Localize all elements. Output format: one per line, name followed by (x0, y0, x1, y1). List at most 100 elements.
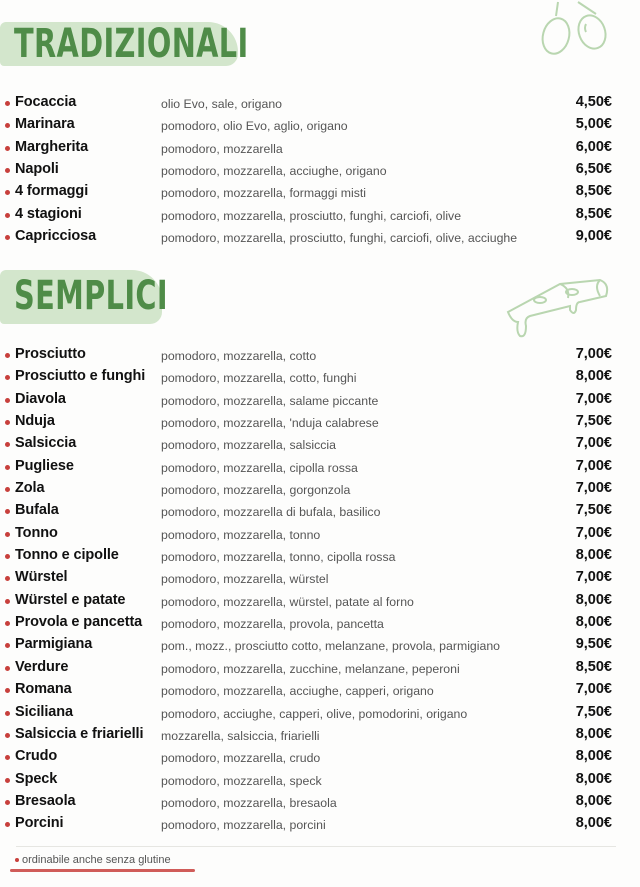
item-name: Pugliese (15, 457, 74, 474)
item-name: 4 stagioni (15, 205, 82, 222)
menu-item: Verdure pomodoro, mozzarella, zucchine, m… (0, 658, 640, 680)
bullet-icon (5, 123, 10, 129)
item-ingredients: pomodoro, olio Evo, aglio, origano (161, 119, 348, 134)
menu-list-semplici: Prosciutto pomodoro, mozzarella, cotto 7,0… (0, 345, 640, 837)
item-price: 8,00€ (575, 591, 612, 608)
section-title: SEMPLICI (14, 273, 168, 319)
menu-item: Marinara pomodoro, olio Evo, aglio, origa… (0, 115, 640, 137)
item-price: 8,50€ (575, 658, 612, 675)
item-price: 7,00€ (575, 569, 612, 586)
item-ingredients: pomodoro, mozzarella, crudo (161, 751, 321, 766)
item-ingredients: pomodoro, mozzarella, formaggi misti (161, 186, 367, 201)
item-price: 8,00€ (575, 725, 612, 742)
item-price: 8,00€ (575, 368, 612, 385)
menu-item: Prosciutto pomodoro, mozzarella, cotto 7,0… (0, 345, 640, 367)
item-name: Bresaola (15, 792, 76, 809)
menu-item: Focaccia olio Evo, sale, origano 4,50€ (0, 93, 640, 115)
item-ingredients: pom., mozz., prosciutto cotto, melanzane… (161, 639, 501, 654)
menu-item: Tonno pomodoro, mozzarella, tonno 7,00€ (0, 524, 640, 546)
bullet-icon (5, 145, 10, 151)
menu-item: Provola e pancetta pomodoro, mozzarella, … (0, 613, 640, 635)
item-ingredients: pomodoro, mozzarella, bresaola (161, 795, 337, 810)
item-ingredients: pomodoro, mozzarella, acciughe, capperi,… (161, 684, 434, 699)
item-ingredients: pomodoro, mozzarella, tonno, cipolla ros… (161, 550, 396, 565)
item-price: 9,50€ (575, 636, 612, 653)
bullet-icon (5, 487, 10, 493)
bullet-icon (5, 235, 10, 241)
bullet-icon (5, 397, 10, 403)
item-name: Diavola (15, 390, 66, 407)
section-title: TRADIZIONALI (14, 21, 249, 67)
item-ingredients: pomodoro, mozzarella, cipolla rossa (161, 460, 358, 475)
bullet-icon (5, 531, 10, 537)
bullet-icon (5, 212, 10, 218)
item-ingredients: pomodoro, mozzarella, cotto (161, 349, 317, 363)
item-name: Würstel (15, 569, 68, 586)
bullet-icon (5, 755, 10, 761)
item-price: 7,00€ (575, 435, 612, 452)
item-name: Tonno (15, 524, 58, 541)
item-price: 8,00€ (575, 547, 612, 564)
item-price: 7,50€ (575, 413, 612, 430)
item-ingredients: mozzarella, salsiccia, friarielli (161, 728, 320, 743)
bullet-icon (5, 353, 10, 358)
item-ingredients: pomodoro, mozzarella, acciughe, origano (161, 164, 387, 179)
menu-item: Nduja pomodoro, mozzarella, 'nduja calabr… (0, 412, 640, 434)
item-ingredients: pomodoro, mozzarella, cotto, funghi (161, 371, 357, 386)
item-name: Porcini (15, 815, 64, 832)
item-ingredients: pomodoro, mozzarella, zucchine, melanzan… (161, 661, 460, 676)
item-ingredients: pomodoro, mozzarella, porcini (161, 818, 326, 833)
bullet-icon (5, 799, 10, 805)
item-name: Napoli (15, 161, 59, 178)
item-name: Salsiccia e friarielli (15, 725, 144, 742)
item-price: 7,00€ (575, 524, 612, 541)
item-price: 6,50€ (575, 161, 612, 178)
bullet-icon (5, 101, 10, 106)
item-name: Tonno e cipolle (15, 547, 119, 564)
menu-item: Salsiccia e friarielli mozzarella, salsic… (0, 725, 640, 747)
bullet-icon (5, 420, 10, 426)
divider (16, 846, 616, 847)
bullet-icon (5, 665, 10, 671)
bullet-icon (5, 732, 10, 738)
bullet-icon (5, 190, 10, 196)
item-ingredients: pomodoro, mozzarella, prosciutto, funghi… (161, 231, 518, 246)
item-price: 7,50€ (575, 502, 612, 519)
item-ingredients: pomodoro, mozzarella, prosciutto, funghi… (161, 208, 462, 223)
menu-item: Crudo pomodoro, mozzarella, crudo 8,00€ (0, 747, 640, 769)
menu-item: Speck pomodoro, mozzarella, speck 8,00€ (0, 770, 640, 792)
bullet-icon (5, 777, 10, 783)
item-name: Bufala (15, 502, 59, 519)
item-name: Zola (15, 480, 45, 497)
item-ingredients: pomodoro, mozzarella, würstel, patate al… (161, 594, 414, 609)
olives-icon (541, 1, 607, 55)
item-ingredients: pomodoro, mozzarella di bufala, basilico (161, 505, 381, 520)
menu-item: Siciliana pomodoro, acciughe, capperi, ol… (0, 703, 640, 725)
menu-item: Parmigiana pom., mozz., prosciutto cotto,… (0, 635, 640, 657)
gluten-free-note: ordinabile anche senza glutine (15, 854, 171, 866)
item-name: Parmigiana (15, 636, 93, 653)
bullet-icon (5, 643, 10, 649)
item-ingredients: olio Evo, sale, origano (161, 97, 282, 111)
bullet-icon (5, 375, 10, 381)
item-ingredients: pomodoro, mozzarella, salsiccia (161, 438, 336, 453)
bullet-icon (5, 554, 10, 560)
menu-item: Pugliese pomodoro, mozzarella, cipolla ro… (0, 457, 640, 479)
bullet-icon (5, 688, 10, 694)
item-ingredients: pomodoro, mozzarella, gorgonzola (161, 483, 351, 498)
pizza-slice-icon (506, 278, 609, 338)
menu-item: Capricciosa pomodoro, mozzarella, prosciu… (0, 227, 640, 249)
item-ingredients: pomodoro, mozzarella, provola, pancetta (161, 617, 384, 632)
menu-item: Bresaola pomodoro, mozzarella, bresaola 8,… (0, 792, 640, 814)
menu-item: Würstel pomodoro, mozzarella, würstel 7,00… (0, 568, 640, 590)
menu-item: Porcini pomodoro, mozzarella, porcini 8,00… (0, 814, 640, 836)
item-price: 6,00€ (575, 138, 612, 155)
menu-item: Salsiccia pomodoro, mozzarella, salsiccia… (0, 434, 640, 456)
item-ingredients: pomodoro, mozzarella, tonno (161, 527, 321, 542)
menu-item: Zola pomodoro, mozzarella, gorgonzola 7,00… (0, 479, 640, 501)
menu-item: Napoli pomodoro, mozzarella, acciughe, or… (0, 160, 640, 182)
menu-list-tradizionali: Focaccia olio Evo, sale, origano 4,50€ Mari… (0, 93, 640, 249)
menu-item: Margherita pomodoro, mozzarella 6,00€ (0, 138, 640, 160)
bullet-icon (5, 442, 10, 448)
item-ingredients: pomodoro, mozzarella, würstel (161, 572, 329, 587)
